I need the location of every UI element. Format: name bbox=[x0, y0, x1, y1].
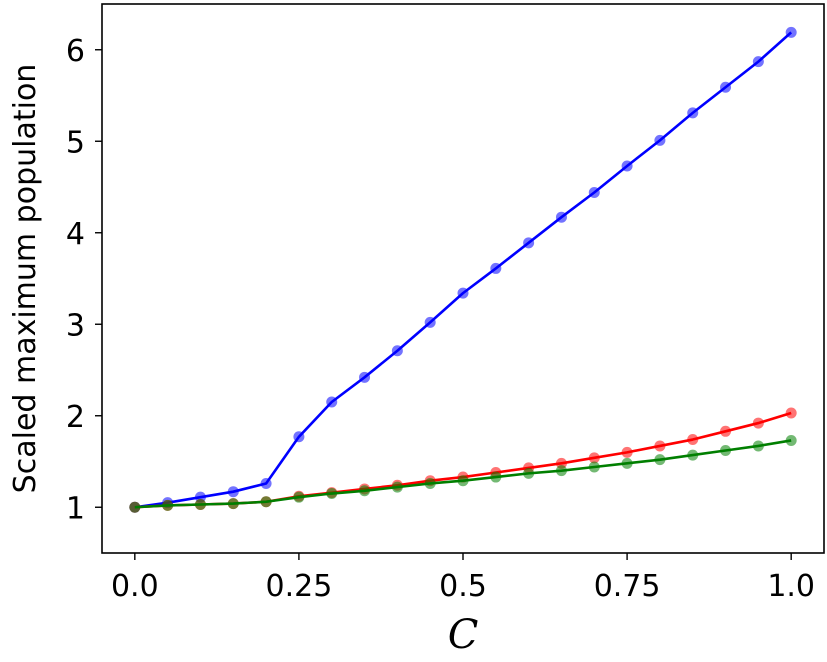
data-point bbox=[687, 449, 699, 461]
data-point bbox=[654, 454, 666, 466]
data-point bbox=[194, 499, 206, 511]
data-point bbox=[490, 262, 502, 274]
series-2 bbox=[129, 434, 797, 513]
y-tick-label: 1 bbox=[66, 491, 85, 526]
x-tick-label: 0.75 bbox=[594, 569, 661, 604]
data-point bbox=[588, 461, 600, 473]
data-point bbox=[457, 475, 469, 487]
y-tick-label: 6 bbox=[66, 34, 85, 69]
data-point bbox=[720, 445, 732, 457]
data-point bbox=[785, 407, 797, 419]
data-point bbox=[588, 186, 600, 198]
data-point bbox=[588, 452, 600, 464]
data-point bbox=[326, 488, 338, 500]
x-tick-label: 0.0 bbox=[111, 569, 159, 604]
data-point bbox=[359, 485, 371, 497]
data-point bbox=[490, 471, 502, 483]
data-point bbox=[720, 425, 732, 437]
data-point bbox=[752, 417, 764, 429]
data-point bbox=[523, 467, 535, 479]
y-tick-label: 2 bbox=[66, 400, 85, 435]
data-point bbox=[227, 486, 239, 498]
data-point bbox=[621, 446, 633, 458]
data-point bbox=[326, 396, 338, 408]
data-point bbox=[162, 499, 174, 511]
data-point bbox=[785, 434, 797, 446]
data-point bbox=[523, 237, 535, 249]
x-tick-label: 1.0 bbox=[767, 569, 815, 604]
y-axis: 1 2 3 4 5 6 bbox=[66, 34, 102, 526]
data-point bbox=[391, 345, 403, 357]
data-point bbox=[227, 498, 239, 510]
data-point bbox=[752, 56, 764, 68]
plot-frame bbox=[101, 3, 825, 554]
x-axis: 0.0 0.25 0.5 0.75 1.0 bbox=[111, 553, 815, 604]
data-point bbox=[555, 211, 567, 223]
data-point bbox=[785, 26, 797, 38]
data-point bbox=[752, 440, 764, 452]
x-axis-label: C bbox=[448, 612, 479, 658]
data-point bbox=[555, 465, 567, 477]
data-point bbox=[260, 477, 272, 489]
data-point bbox=[424, 316, 436, 328]
series-0 bbox=[129, 26, 797, 513]
data-point bbox=[621, 160, 633, 172]
data-point bbox=[687, 434, 699, 446]
y-tick-label: 4 bbox=[66, 217, 85, 252]
data-point bbox=[359, 371, 371, 383]
data-point bbox=[720, 81, 732, 93]
data-point bbox=[391, 481, 403, 493]
data-point bbox=[260, 496, 272, 508]
data-point bbox=[293, 491, 305, 503]
data-point bbox=[621, 457, 633, 469]
data-point bbox=[457, 287, 469, 299]
series-layer bbox=[129, 26, 797, 513]
data-point bbox=[687, 107, 699, 119]
y-tick-label: 3 bbox=[66, 308, 85, 343]
x-tick-label: 0.5 bbox=[439, 569, 487, 604]
data-point bbox=[293, 431, 305, 443]
series-1 bbox=[129, 407, 797, 513]
data-point bbox=[654, 134, 666, 146]
data-point bbox=[424, 477, 436, 489]
data-point bbox=[129, 501, 141, 513]
x-tick-label: 0.25 bbox=[266, 569, 333, 604]
y-axis-label: Scaled maximum population bbox=[8, 64, 43, 494]
data-point bbox=[654, 440, 666, 452]
y-tick-label: 5 bbox=[66, 125, 85, 160]
